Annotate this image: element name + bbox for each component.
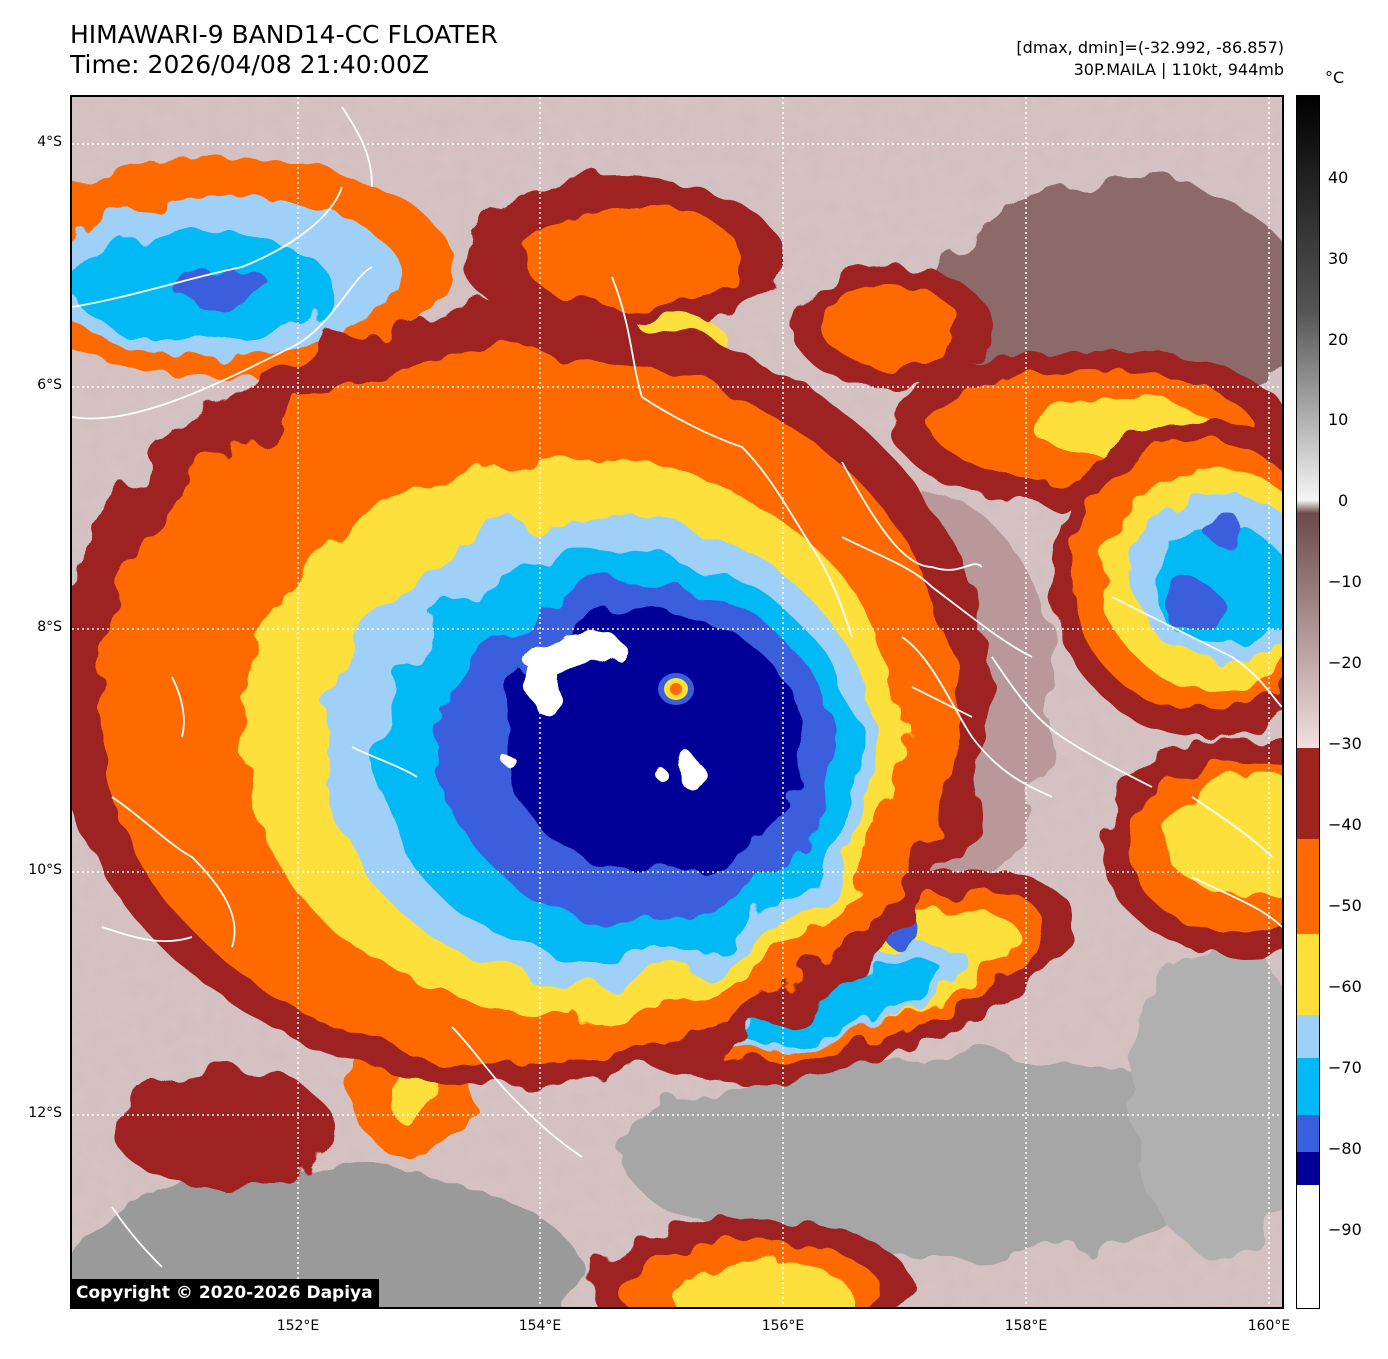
colorbar-warm-segment (1297, 96, 1319, 748)
lon-label-156e: 156°E (761, 1318, 805, 1334)
clear-sky-south (72, 1167, 582, 1307)
lat-label-12s: 12°S (28, 1105, 62, 1121)
chart-title: HIMAWARI-9 BAND14-CC FLOATER Time: 2026/… (70, 20, 498, 80)
ring-minus-80 (502, 612, 802, 872)
colorbar-minus-65-segment (1297, 1015, 1319, 1058)
colorbar-tick-minus-70: −70 (1328, 1058, 1362, 1077)
overshooting-tops (501, 632, 702, 788)
lat-label-8s: 8°S (37, 619, 62, 635)
cyclone-cdo (72, 307, 992, 1087)
colorbar-tick-minus-20: −20 (1328, 653, 1362, 672)
lon-label-152e: 152°E (276, 1318, 320, 1334)
colorbar-gradient (1297, 96, 1319, 1308)
lat-label-10s: 10°S (28, 862, 62, 878)
colorbar-unit: °C (1325, 68, 1345, 87)
colorbar-tick-minus-40: −40 (1328, 815, 1362, 834)
colorbar-tick-0: 0 (1338, 491, 1349, 510)
colorbar-minus-40-segment (1297, 748, 1319, 839)
colorbar-minus-85-segment (1297, 1185, 1319, 1308)
northeast-convection (792, 267, 1282, 957)
copyright-notice: Copyright © 2020-2026 Dapiya (70, 1279, 379, 1307)
satellite-imagery (72, 97, 1282, 1307)
storm-summary: 30P.MAILA | 110kt, 944mb (1073, 60, 1284, 79)
lon-label-158e: 158°E (1004, 1318, 1048, 1334)
colorbar-tick-minus-90: −90 (1328, 1220, 1362, 1239)
colorbar-tick-40: 40 (1328, 168, 1349, 187)
colorbar-minus-50-segment (1297, 839, 1319, 934)
colorbar-minus-75-segment (1297, 1115, 1319, 1152)
colorbar-tick-30: 30 (1328, 249, 1349, 268)
lon-label-160e: 160°E (1247, 1318, 1291, 1334)
storm-info: [dmax, dmin]=(-32.992, -86.857) 30P.MAIL… (1016, 37, 1284, 81)
clear-sky-east (1132, 937, 1282, 1257)
colorbar-tick-10: 10 (1328, 410, 1349, 429)
colorbar-tick-minus-30: −30 (1328, 734, 1362, 753)
colorbar-minus-80-segment (1297, 1152, 1319, 1185)
lat-label-6s: 6°S (37, 377, 62, 393)
cyclone-eye (658, 673, 694, 705)
colorbar (1296, 95, 1320, 1309)
colorbar-minus-70-segment (1297, 1058, 1319, 1115)
clear-sky-southeast (622, 1057, 1282, 1257)
lat-label-4s: 4°S (37, 134, 62, 150)
colorbar-tick-minus-10: −10 (1328, 572, 1362, 591)
satellite-map (70, 95, 1284, 1309)
colorbar-tick-minus-80: −80 (1328, 1139, 1362, 1158)
colorbar-minus-60-segment (1297, 934, 1319, 1015)
data-range: [dmax, dmin]=(-32.992, -86.857) (1016, 38, 1284, 57)
colorbar-tick-minus-50: −50 (1328, 896, 1362, 915)
title-product: HIMAWARI-9 BAND14-CC FLOATER (70, 20, 498, 49)
title-time: Time: 2026/04/08 21:40:00Z (70, 50, 429, 79)
lon-label-154e: 154°E (518, 1318, 562, 1334)
graticule (72, 97, 1282, 1307)
coastlines (72, 106, 1282, 1268)
colorbar-tick-20: 20 (1328, 330, 1349, 349)
colorbar-tick-minus-60: −60 (1328, 977, 1362, 996)
